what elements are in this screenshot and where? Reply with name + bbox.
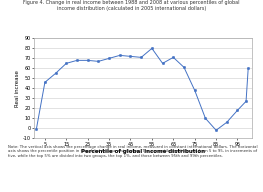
Text: Note: The vertical axis shows the percentage change in real income, measured in : Note: The vertical axis shows the percen… xyxy=(8,145,257,158)
X-axis label: Percentile of global income distribution: Percentile of global income distribution xyxy=(81,150,205,155)
Y-axis label: Real increase: Real increase xyxy=(15,70,20,107)
Text: Figure 4. Change in real income between 1988 and 2008 at various percentiles of : Figure 4. Change in real income between … xyxy=(23,0,240,11)
